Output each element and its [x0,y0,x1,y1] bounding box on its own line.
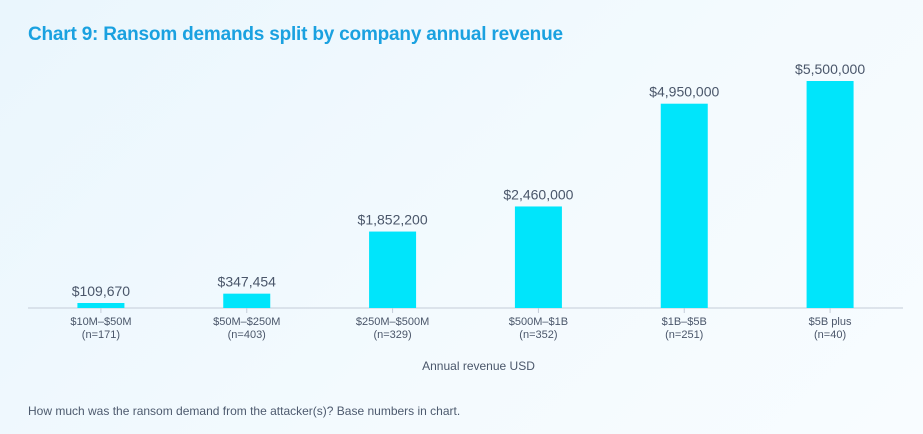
x-tick-base-label-1: (n=171) [82,329,120,341]
bar-value-label-6: $5,500,000 [795,61,865,77]
x-tick-label-3: $250M–$500M [356,316,429,328]
x-tick-base-label-4: (n=352) [519,329,557,341]
bar-value-label-4: $2,460,000 [503,186,573,202]
x-tick-label-1: $10M–$50M [70,316,131,328]
x-tick-base-label-6: (n=40) [814,329,846,341]
footnote: How much was the ransom demand from the … [28,404,461,418]
bar-chart: $109,670 $10M–$50M(n=171) $347,454 $50M–$25… [28,61,903,373]
bar-value-label-1: $109,670 [72,283,131,299]
bar-6 [806,81,854,308]
bar-5 [660,103,708,308]
x-tick-base-label-3: (n=329) [373,329,411,341]
x-tick-label-2: $50M–$250M [213,316,280,328]
x-tick-label-5: $1B–$5B [662,316,707,328]
bar-1 [77,303,125,308]
x-tick-base-label-2: (n=403) [228,329,266,341]
x-tick-label-6: $5B plus [809,316,852,328]
bar-3 [369,231,417,308]
x-tick-label-4: $500M–$1B [509,316,568,328]
bar-2 [223,293,271,308]
bar-value-label-2: $347,454 [218,274,277,290]
x-axis-label: Annual revenue USD [422,359,535,373]
chart-title: Chart 9: Ransom demands split by company… [28,24,563,45]
x-tick-base-label-5: (n=251) [665,329,703,341]
bar-value-label-5: $4,950,000 [649,84,719,100]
bar-4 [514,206,562,308]
bar-value-label-3: $1,852,200 [358,212,428,228]
